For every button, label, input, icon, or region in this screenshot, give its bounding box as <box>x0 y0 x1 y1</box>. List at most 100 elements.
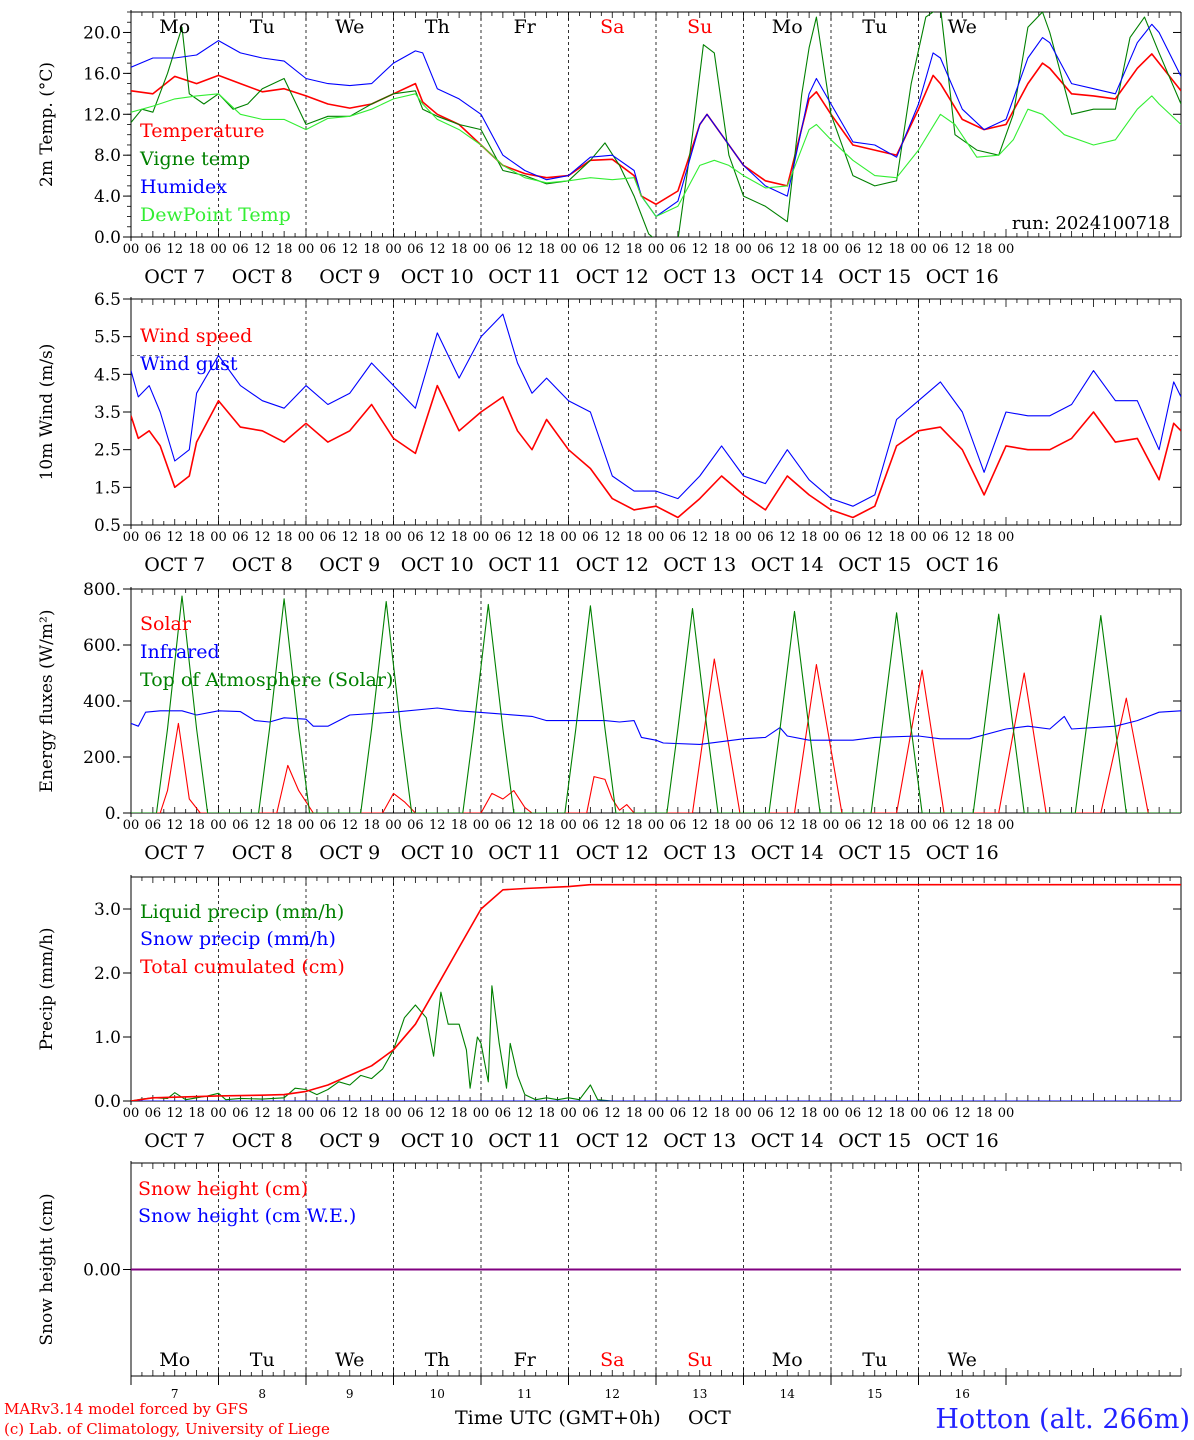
hour-label: 06 <box>932 242 949 257</box>
day-name: Fr <box>514 16 537 38</box>
y-tick-label: 400. <box>83 692 121 712</box>
hour-label: 00 <box>910 1106 927 1121</box>
hour-label: 00 <box>210 242 227 257</box>
hour-label: 06 <box>582 818 599 833</box>
hour-label: 18 <box>713 818 730 833</box>
hour-label: 06 <box>757 530 774 545</box>
y-tick-label: 16.0 <box>83 64 121 84</box>
day-number: 13 <box>692 1387 707 1401</box>
series-line-vigne-temp <box>131 12 1181 237</box>
hour-label: 06 <box>757 818 774 833</box>
hour-label: 12 <box>604 1106 621 1121</box>
date-label: OCT 15 <box>838 842 911 864</box>
hour-label: 06 <box>845 1106 862 1121</box>
hour-label: 18 <box>276 818 293 833</box>
y-axis-title: Energy fluxes (W/m²) <box>37 610 57 793</box>
date-label: OCT 16 <box>926 554 999 576</box>
hour-label: 00 <box>735 242 752 257</box>
hour-label: 18 <box>976 530 993 545</box>
series-group <box>131 883 1181 1101</box>
panel-4: 0.0 1.0 2.0 3.0 Precip (mm/h) Liquid precip (… <box>37 875 1182 1152</box>
hour-label: 18 <box>888 1106 905 1121</box>
y-tick-label: 6.5 <box>94 290 121 310</box>
hour-label: 00 <box>385 242 402 257</box>
hour-label: 00 <box>473 530 490 545</box>
hour-label: 06 <box>232 242 249 257</box>
hour-label: 00 <box>998 530 1015 545</box>
hour-label: 06 <box>495 818 512 833</box>
day-name: Th <box>425 16 450 38</box>
hour-label: 12 <box>954 242 971 257</box>
hour-label: 12 <box>254 530 271 545</box>
hour-label: 12 <box>954 1106 971 1121</box>
hour-label: 18 <box>626 242 643 257</box>
hour-label: 12 <box>954 818 971 833</box>
hour-label: 18 <box>713 242 730 257</box>
y-axis-title: 10m Wind (m/s) <box>37 344 57 481</box>
date-label: OCT 11 <box>488 842 561 864</box>
date-label: OCT 10 <box>401 266 474 288</box>
y-tick-label: 0.00 <box>83 1261 121 1281</box>
legend-entry: Humidex <box>140 176 227 198</box>
hour-label: 12 <box>691 242 708 257</box>
day-name-bottom: Fr <box>514 1349 537 1371</box>
y-tick-label: 2.0 <box>94 964 121 984</box>
hour-label: 00 <box>648 818 665 833</box>
y-axis-title: 2m Temp. (°C) <box>37 62 57 187</box>
series-group <box>131 595 1181 813</box>
date-label: OCT 12 <box>576 1130 649 1152</box>
hour-label: 18 <box>363 242 380 257</box>
panels-layer: 0.0 4.0 8.0 12.0 16.0 20.0 2m Temp. (°C) Temper… <box>37 10 1182 1401</box>
hour-label: 12 <box>516 242 533 257</box>
hour-label: 06 <box>582 1106 599 1121</box>
hour-label: 12 <box>166 818 183 833</box>
hour-label: 12 <box>866 530 883 545</box>
hour-label: 06 <box>407 818 424 833</box>
hour-label: 06 <box>670 818 687 833</box>
hour-label: 12 <box>954 530 971 545</box>
date-label: OCT 7 <box>144 554 205 576</box>
panel-3: 0. 200. 400. 600. 800. Energy fluxes (W/m²) So… <box>37 580 1182 864</box>
hour-label: 00 <box>123 818 140 833</box>
y-tick-label: 800. <box>83 580 121 600</box>
hour-label: 06 <box>582 530 599 545</box>
hour-label: 06 <box>932 530 949 545</box>
hour-label: 06 <box>582 242 599 257</box>
hour-label: 18 <box>801 1106 818 1121</box>
date-label: OCT 11 <box>488 1130 561 1152</box>
hour-label: 18 <box>276 530 293 545</box>
hour-label: 18 <box>451 818 468 833</box>
hour-label: 06 <box>145 1106 162 1121</box>
series-group <box>131 313 1181 519</box>
hour-label: 12 <box>866 1106 883 1121</box>
hour-label: 12 <box>691 1106 708 1121</box>
date-label: OCT 12 <box>576 842 649 864</box>
day-number: 16 <box>955 1387 970 1401</box>
hour-label: 06 <box>232 818 249 833</box>
day-name-bottom: We <box>335 1349 364 1371</box>
y-tick-label: 0. <box>105 804 121 824</box>
y-tick-label: 8.0 <box>94 146 121 166</box>
hour-label: 18 <box>976 1106 993 1121</box>
hour-label: 00 <box>210 818 227 833</box>
day-name: Su <box>687 16 712 38</box>
y-tick-label: 0.5 <box>94 516 121 536</box>
hour-label: 00 <box>385 530 402 545</box>
hour-label: 06 <box>145 242 162 257</box>
hour-label: 06 <box>320 530 337 545</box>
date-label: OCT 13 <box>663 842 736 864</box>
hour-label: 12 <box>866 818 883 833</box>
series-line-top-of-atmosphere-solar- <box>131 595 1181 813</box>
hour-label: 00 <box>735 818 752 833</box>
hour-label: 12 <box>341 818 358 833</box>
series-line-solar <box>131 658 1181 813</box>
date-label: OCT 7 <box>144 842 205 864</box>
hour-label: 00 <box>473 242 490 257</box>
day-name: Tu <box>862 16 887 38</box>
legend-entry: Liquid precip (mm/h) <box>140 901 344 923</box>
hour-label: 00 <box>560 242 577 257</box>
hour-label: 00 <box>473 1106 490 1121</box>
x-axis-label: Time UTC (GMT+0h) <box>455 1407 661 1429</box>
day-name-bottom: Th <box>425 1349 450 1371</box>
day-name-bottom: Mo <box>772 1349 803 1371</box>
